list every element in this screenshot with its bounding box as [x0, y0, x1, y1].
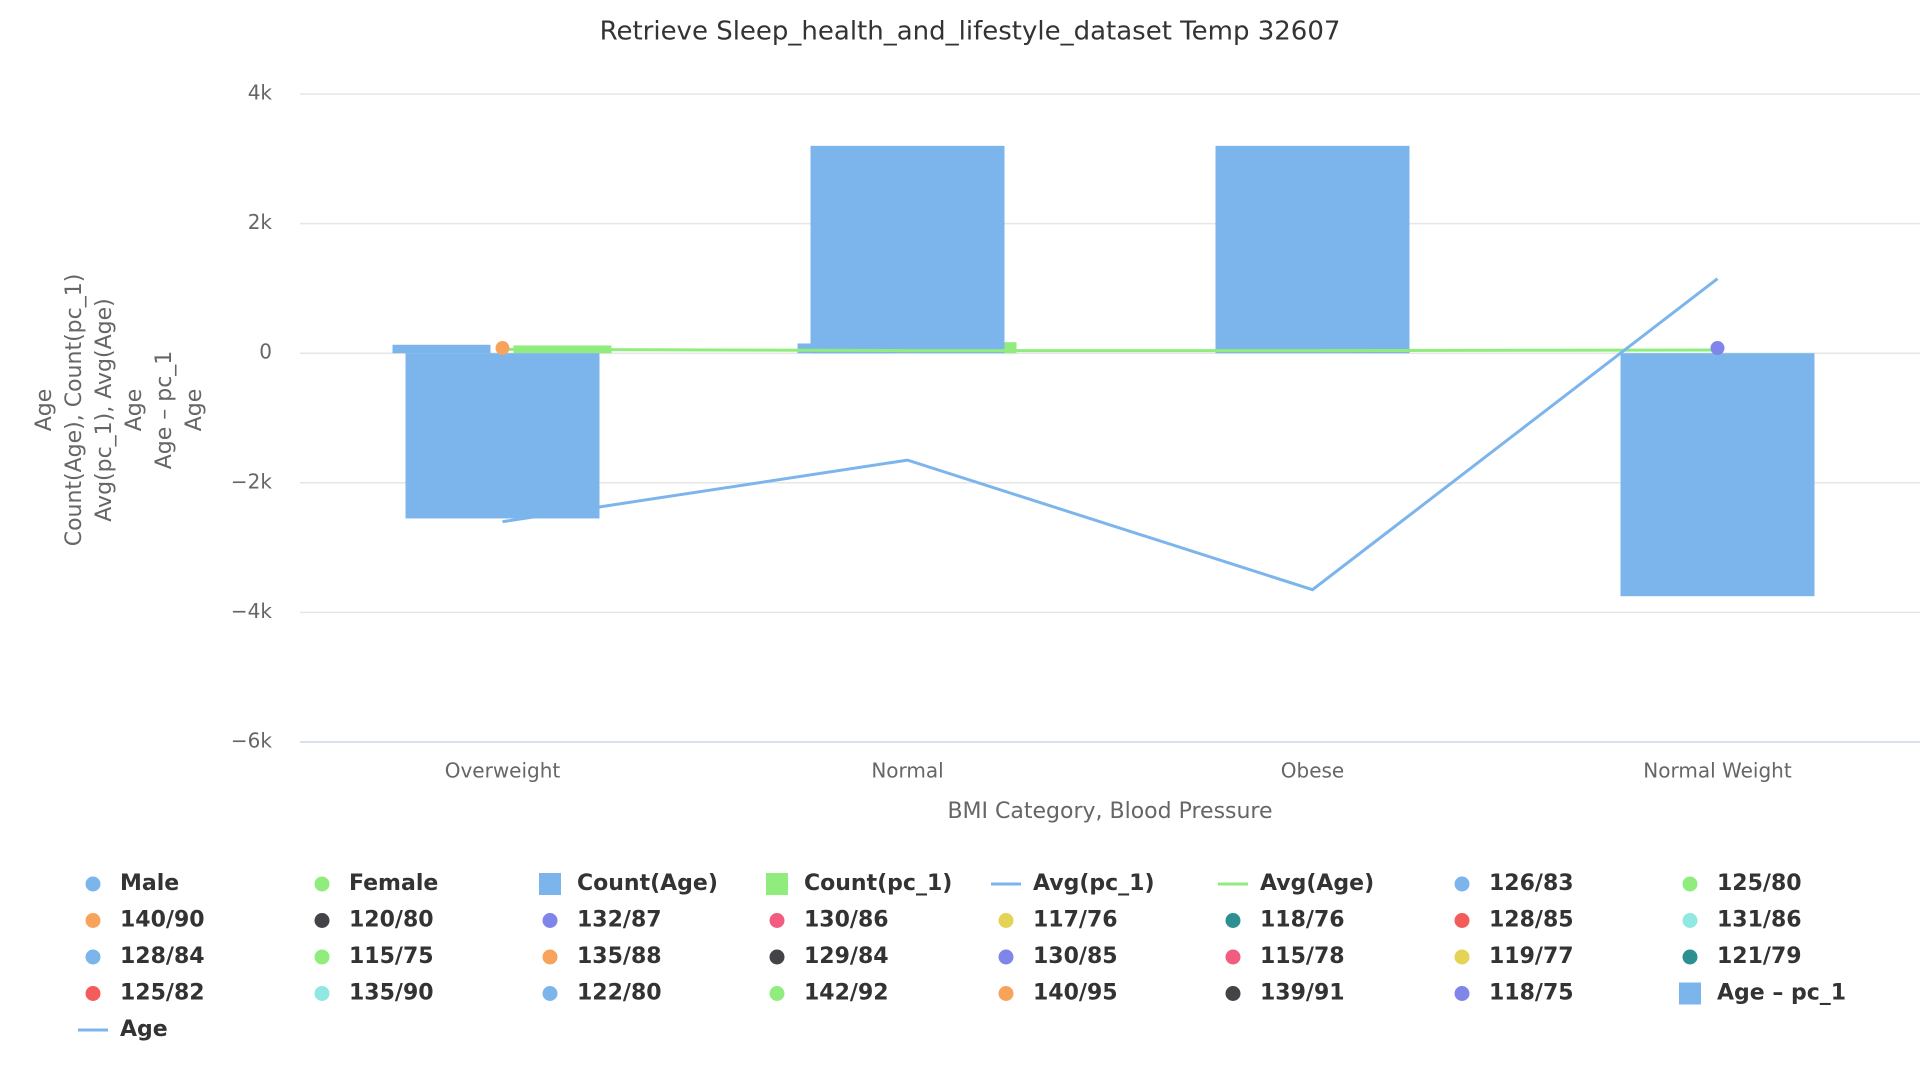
y-axis-title: Count(Age), Count(pc_1): [62, 274, 87, 547]
bar: [405, 353, 600, 519]
legend-label: 130/86: [804, 908, 889, 933]
legend-symbol: [766, 873, 788, 895]
legend-symbol: [1682, 913, 1698, 928]
scatter-point: [1710, 341, 1725, 356]
legend-symbol: [1682, 876, 1698, 892]
bar: [392, 344, 491, 354]
y-axis-title: Age: [32, 389, 57, 432]
legend-label: 119/77: [1489, 944, 1574, 969]
legend-label: 126/83: [1489, 871, 1574, 896]
legend-label: Avg(Age): [1260, 871, 1374, 896]
legend-symbol: [314, 986, 330, 1001]
legend-label: 118/75: [1489, 981, 1574, 1006]
legend-label: 139/91: [1260, 981, 1345, 1006]
legend-symbol: [998, 913, 1014, 928]
legend-symbol: [314, 876, 330, 892]
legend-label: Male: [120, 871, 179, 896]
legend-symbol: [769, 949, 785, 965]
legend-label: 120/80: [349, 908, 434, 933]
legend-symbol: [1454, 949, 1470, 965]
legend-symbol: [542, 986, 558, 1001]
legend-symbol: [542, 913, 558, 928]
line: [502, 277, 1719, 592]
line: [502, 347, 1718, 353]
legend-symbol: [542, 949, 558, 965]
legend-label: 131/86: [1717, 908, 1802, 933]
y-tick-label: 2k: [248, 210, 273, 234]
legend-label: 128/85: [1489, 908, 1574, 933]
y-tick-label: −2k: [231, 469, 272, 493]
legend-symbol: [85, 913, 101, 928]
legend-symbol: [769, 986, 785, 1001]
chart-title: Retrieve Sleep_health_and_lifestyle_data…: [600, 17, 1341, 47]
legend-label: 135/90: [349, 981, 434, 1006]
y-axis-title: Age: [182, 389, 207, 432]
legend-label: 125/80: [1717, 871, 1802, 896]
legend-symbol: [998, 986, 1014, 1001]
legend-symbol: [539, 873, 561, 895]
legend-symbol: [85, 949, 101, 965]
y-axis-title: Age: [122, 389, 147, 432]
legend-label: Count(Age): [577, 871, 718, 896]
legend-label: 122/80: [577, 981, 662, 1006]
legend-symbol: [1225, 913, 1241, 928]
legend-symbol: [85, 876, 101, 892]
x-tick-label: Normal Weight: [1643, 759, 1792, 783]
bar: [1215, 145, 1410, 354]
y-tick-label: 0: [259, 340, 272, 364]
legend-label: 140/90: [120, 908, 205, 933]
legend-label: 132/87: [577, 908, 662, 933]
legend-symbol: [1679, 982, 1701, 1005]
y-tick-label: −6k: [231, 729, 272, 753]
scatter-point: [495, 341, 510, 356]
legend-label: 140/95: [1033, 981, 1118, 1006]
x-tick-label: Normal: [871, 759, 943, 783]
legend-label: Count(pc_1): [804, 871, 952, 896]
x-axis-title: BMI Category, Blood Pressure: [947, 799, 1272, 824]
legend-label: 128/84: [120, 944, 205, 969]
legend-label: 121/79: [1717, 944, 1802, 969]
legend-symbol: [1454, 876, 1470, 892]
legend-symbol: [1454, 913, 1470, 928]
legend-symbol: [314, 913, 330, 928]
legend-label: Avg(pc_1): [1033, 871, 1155, 896]
legend-symbol: [1225, 986, 1241, 1001]
legend-label: 129/84: [804, 944, 889, 969]
legend-symbol: [1454, 986, 1470, 1001]
legend-symbol: [769, 913, 785, 928]
legend-symbol: [85, 986, 101, 1001]
legend-label: 115/78: [1260, 944, 1345, 969]
legend-label: 142/92: [804, 981, 889, 1006]
legend-symbol: [1225, 949, 1241, 965]
legend-label: 117/76: [1033, 908, 1118, 933]
x-tick-label: Obese: [1281, 759, 1344, 783]
y-tick-label: 4k: [248, 81, 273, 105]
legend-label: Age – pc_1: [1717, 981, 1846, 1006]
legend-label: 135/88: [577, 944, 662, 969]
legend-symbol: [314, 949, 330, 965]
y-tick-label: −4k: [231, 599, 272, 623]
legend-symbol: [1682, 949, 1698, 965]
bar: [810, 145, 1005, 354]
y-axis-title: Avg(pc_1), Avg(Age): [92, 298, 117, 521]
legend-label: 130/85: [1033, 944, 1118, 969]
y-axis-title: Age – pc_1: [152, 351, 177, 470]
legend-label: 118/76: [1260, 908, 1345, 933]
x-tick-label: Overweight: [445, 759, 561, 783]
legend-label: 115/75: [349, 944, 434, 969]
bar: [1620, 353, 1815, 597]
legend-symbol: [998, 949, 1014, 965]
legend-label: 125/82: [120, 981, 205, 1006]
legend-label: Age: [120, 1017, 168, 1042]
legend-label: Female: [349, 871, 438, 896]
